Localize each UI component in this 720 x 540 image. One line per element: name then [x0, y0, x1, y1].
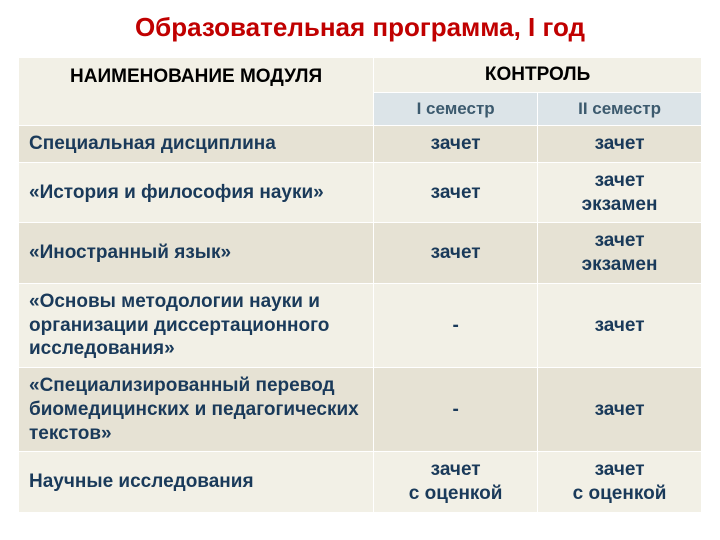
cell-module: «История и философия науки»: [19, 162, 374, 223]
cell-sem2: зачет: [538, 283, 702, 367]
cell-module: Специальная дисциплина: [19, 126, 374, 163]
cell-module: Научные исследования: [19, 452, 374, 513]
cell-sem1: зачет: [374, 223, 538, 284]
cell-sem2: зачет: [538, 126, 702, 163]
page-title: Образовательная программа, I год: [18, 12, 702, 43]
cell-sem1: зачет: [374, 162, 538, 223]
cell-sem1: зачет: [374, 126, 538, 163]
header-control: КОНТРОЛЬ: [374, 58, 702, 93]
table-row: Научные исследования зачетс оценкой заче…: [19, 452, 702, 513]
cell-sem1: -: [374, 283, 538, 367]
header-sem1: I семестр: [374, 93, 538, 126]
header-sem2: II семестр: [538, 93, 702, 126]
table-row: «Специализированный перевод биомедицинск…: [19, 368, 702, 452]
cell-module: «Основы методологии науки и организации …: [19, 283, 374, 367]
cell-sem1: -: [374, 368, 538, 452]
table-row: «История и философия науки» зачет зачетэ…: [19, 162, 702, 223]
cell-sem1: зачетс оценкой: [374, 452, 538, 513]
curriculum-table: НАИМЕНОВАНИЕ МОДУЛЯ КОНТРОЛЬ I семестр I…: [18, 57, 702, 513]
header-module: НАИМЕНОВАНИЕ МОДУЛЯ: [19, 58, 374, 126]
cell-sem2: зачет: [538, 368, 702, 452]
cell-sem2: зачетэкзамен: [538, 162, 702, 223]
table-row: «Основы методологии науки и организации …: [19, 283, 702, 367]
cell-sem2: зачетс оценкой: [538, 452, 702, 513]
cell-module: «Иностранный язык»: [19, 223, 374, 284]
table-row: «Иностранный язык» зачет зачетэкзамен: [19, 223, 702, 284]
cell-sem2: зачетэкзамен: [538, 223, 702, 284]
header-row-1: НАИМЕНОВАНИЕ МОДУЛЯ КОНТРОЛЬ: [19, 58, 702, 93]
cell-module: «Специализированный перевод биомедицинск…: [19, 368, 374, 452]
table-row: Специальная дисциплина зачет зачет: [19, 126, 702, 163]
